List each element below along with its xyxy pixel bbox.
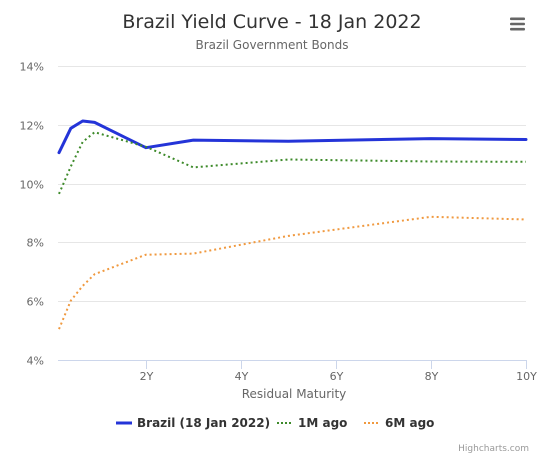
x-tick-label: 10Y: [516, 370, 537, 383]
series-lines: [57, 119, 528, 330]
legend-item-1[interactable]: 1M ago: [277, 416, 347, 430]
x-tick-label: 4Y: [235, 370, 249, 383]
y-tick-label: 6%: [27, 296, 44, 309]
grid-lines: [58, 66, 526, 361]
x-tick-label: 8Y: [425, 370, 439, 383]
legend-label: Brazil (18 Jan 2022): [137, 416, 270, 430]
legend: Brazil (18 Jan 2022) 1M ago 6M ago: [116, 416, 434, 430]
x-axis: 2Y 4Y 6Y 8Y 10Y: [58, 360, 537, 383]
legend-label: 6M ago: [385, 416, 434, 430]
context-menu-button[interactable]: [503, 12, 531, 36]
credits-link[interactable]: Highcharts.com: [458, 444, 529, 454]
chart-subtitle: Brazil Government Bonds: [196, 38, 349, 52]
hamburger-menu-icon[interactable]: [510, 17, 525, 31]
chart-title: Brazil Yield Curve - 18 Jan 2022: [122, 11, 421, 33]
x-tick-label: 2Y: [140, 370, 154, 383]
x-tick-label: 6Y: [330, 370, 344, 383]
legend-item-0[interactable]: Brazil (18 Jan 2022): [116, 416, 270, 430]
y-tick-label: 4%: [27, 355, 44, 368]
legend-label: 1M ago: [298, 416, 347, 430]
x-axis-title: Residual Maturity: [242, 387, 347, 401]
y-tick-label: 14%: [20, 61, 44, 74]
legend-item-2[interactable]: 6M ago: [364, 416, 434, 430]
y-tick-label: 8%: [27, 237, 44, 250]
y-axis-labels: 4% 6% 8% 10% 12% 14%: [20, 61, 44, 368]
y-tick-label: 12%: [20, 120, 44, 133]
series-line-2[interactable]: [58, 215, 527, 330]
series-line-1[interactable]: [58, 131, 527, 195]
y-tick-label: 10%: [20, 179, 44, 192]
